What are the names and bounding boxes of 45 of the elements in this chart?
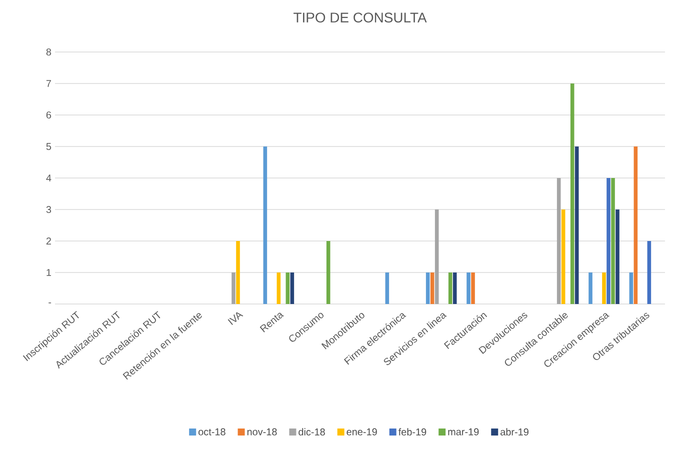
bar — [616, 210, 620, 304]
bar — [263, 146, 268, 304]
y-tick-label: 6 — [46, 111, 52, 119]
bar — [276, 272, 281, 304]
bar — [385, 272, 390, 304]
bar — [588, 272, 592, 304]
bar — [466, 272, 470, 304]
y-tick-label: 1 — [46, 269, 51, 276]
legend-label: mar-19 — [448, 428, 479, 436]
y-tick-label: 7 — [46, 80, 51, 87]
bar — [286, 272, 290, 304]
y-tick-label: 3 — [46, 206, 52, 214]
bar — [430, 272, 434, 304]
bar — [647, 241, 652, 304]
legend-label: ene-19 — [346, 428, 377, 436]
bar — [611, 178, 615, 304]
bar — [556, 178, 561, 304]
bar — [452, 272, 457, 304]
bar — [570, 84, 574, 304]
y-tick-label: 4 — [46, 174, 52, 182]
bar — [606, 178, 610, 304]
legend-label: oct-18 — [198, 428, 226, 436]
bar — [634, 146, 638, 304]
bar — [561, 210, 566, 304]
legend-label: nov-18 — [247, 428, 277, 436]
y-tick-label: 8 — [46, 48, 52, 56]
y-tick-label: 5 — [46, 143, 52, 150]
bar — [290, 272, 294, 304]
chart-title: TIPO DE CONSULTA — [294, 12, 427, 23]
bar — [471, 272, 475, 304]
y-tick-label: - — [48, 302, 52, 304]
legend-label: dic-18 — [298, 428, 325, 436]
bar — [629, 272, 634, 304]
bar — [602, 272, 606, 304]
bar — [448, 272, 452, 304]
bar — [574, 146, 579, 304]
bar — [326, 241, 330, 304]
y-tick-label: 2 — [46, 238, 51, 244]
legend-label: abr-19 — [500, 428, 528, 436]
bar — [236, 241, 240, 304]
x-tick-label: IVA — [228, 312, 244, 325]
bar — [426, 272, 430, 304]
legend-label: feb-19 — [398, 428, 426, 436]
bar — [232, 272, 236, 304]
bar — [434, 210, 439, 304]
